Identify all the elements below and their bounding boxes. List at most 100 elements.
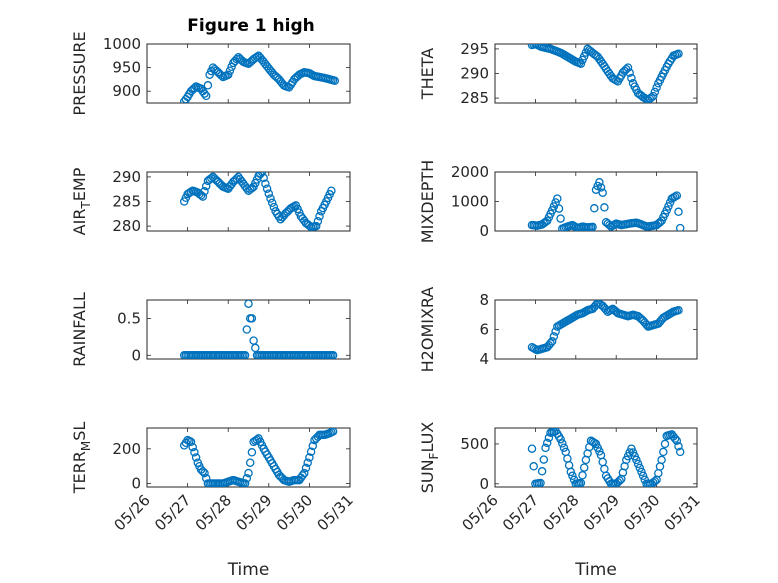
x-tick-label: 05/30: [273, 491, 316, 534]
subplot-6: 4 6 8 H2OMIXRA: [418, 287, 698, 373]
data-point: [301, 463, 311, 473]
y-tick-label: 950: [112, 59, 141, 77]
y-tick-label: 8: [479, 291, 489, 309]
subplot-2: 285 290 295 THETA: [418, 40, 698, 107]
data-series: [179, 51, 340, 103]
data-point: [244, 300, 253, 308]
data-point: [529, 462, 538, 471]
data-point: [308, 441, 318, 451]
data-point: [539, 455, 549, 464]
data-point: [200, 468, 209, 478]
data-point: [541, 443, 550, 453]
data-point: [674, 442, 683, 451]
data-point: [240, 351, 250, 359]
data-point: [200, 187, 209, 196]
data-point: [627, 444, 636, 453]
data-point: [313, 216, 323, 226]
data-point: [190, 448, 199, 457]
data-point: [650, 476, 660, 486]
data-point: [328, 428, 338, 436]
data-point: [330, 76, 340, 86]
y-axis-label: AIRTEMP: [70, 167, 93, 235]
x-tick-label: 05/27: [499, 491, 542, 534]
data-point: [648, 91, 658, 101]
y-tick-label: 0: [131, 475, 141, 493]
data-point: [247, 448, 257, 457]
data-point: [672, 436, 682, 446]
y-axis-label: H2OMIXRA: [418, 287, 437, 373]
y-axis-label: MIXDEPTH: [418, 160, 437, 243]
data-point: [623, 63, 633, 72]
y-tick-label: 200: [112, 440, 141, 458]
data-point: [568, 471, 577, 481]
data-point: [247, 314, 257, 323]
data-series: [527, 300, 683, 355]
data-point: [198, 192, 208, 201]
y-axis-label: RAINFALL: [70, 292, 89, 367]
data-point: [633, 459, 643, 469]
data-point: [311, 221, 321, 231]
y-tick-label: 6: [479, 321, 489, 339]
x-tick-label: 05/27: [151, 491, 194, 534]
data-point: [674, 49, 683, 59]
data-point: [327, 186, 336, 195]
data-point: [590, 204, 599, 213]
data-point: [266, 194, 275, 203]
data-point: [675, 223, 685, 231]
data-point: [306, 447, 316, 456]
y-axis-label: THETA: [418, 48, 437, 100]
data-point: [262, 184, 272, 193]
x-tick-label: 05/31: [314, 491, 357, 534]
y-tick-label: 285: [460, 89, 489, 107]
data-point: [186, 437, 196, 447]
data-point: [257, 172, 267, 177]
axes-frame: [146, 299, 351, 360]
x-tick-label: 05/28: [539, 491, 582, 534]
y-tick-label: 0.5: [117, 309, 141, 327]
data-series: [179, 300, 338, 359]
data-point: [203, 81, 213, 90]
y-tick-label: 280: [112, 217, 141, 235]
data-point: [659, 447, 668, 457]
y-tick-label: 0: [131, 346, 141, 364]
data-point: [240, 479, 250, 487]
data-point: [549, 332, 559, 341]
subplot-5: 0 0.5 RAINFALL: [70, 292, 351, 367]
y-tick-label: 290: [112, 168, 141, 186]
data-point: [556, 434, 565, 444]
data-point: [556, 214, 565, 223]
data-point: [578, 471, 587, 480]
data-series: [179, 172, 336, 231]
data-series: [179, 428, 338, 487]
y-axis-label: TERRMSL: [70, 422, 93, 495]
data-point: [207, 173, 216, 183]
data-point: [632, 455, 641, 465]
figure-title: Figure 1 high: [187, 16, 315, 36]
data-point: [198, 467, 208, 476]
subplot-1: 900 950 1000 PRESSURE: [70, 31, 351, 116]
y-tick-label: 290: [460, 65, 489, 83]
data-point: [267, 198, 277, 208]
data-point: [664, 202, 673, 211]
data-point: [637, 467, 646, 477]
data-point: [650, 87, 660, 97]
x-tick-label: 05/29: [232, 491, 275, 534]
x-tick-label: 05/31: [661, 491, 704, 534]
data-point: [674, 207, 683, 217]
data-series: [527, 44, 683, 103]
data-point: [627, 73, 636, 83]
data-point: [269, 202, 279, 212]
data-point: [537, 467, 547, 476]
data-point: [261, 179, 270, 189]
data-point: [596, 183, 606, 192]
data-point: [566, 467, 576, 477]
data-point: [245, 458, 255, 467]
data-point: [674, 306, 683, 315]
y-tick-label: 900: [112, 82, 141, 100]
data-point: [242, 325, 252, 334]
data-point: [576, 478, 586, 487]
y-tick-label: 1000: [451, 193, 489, 211]
data-series: [527, 178, 685, 231]
